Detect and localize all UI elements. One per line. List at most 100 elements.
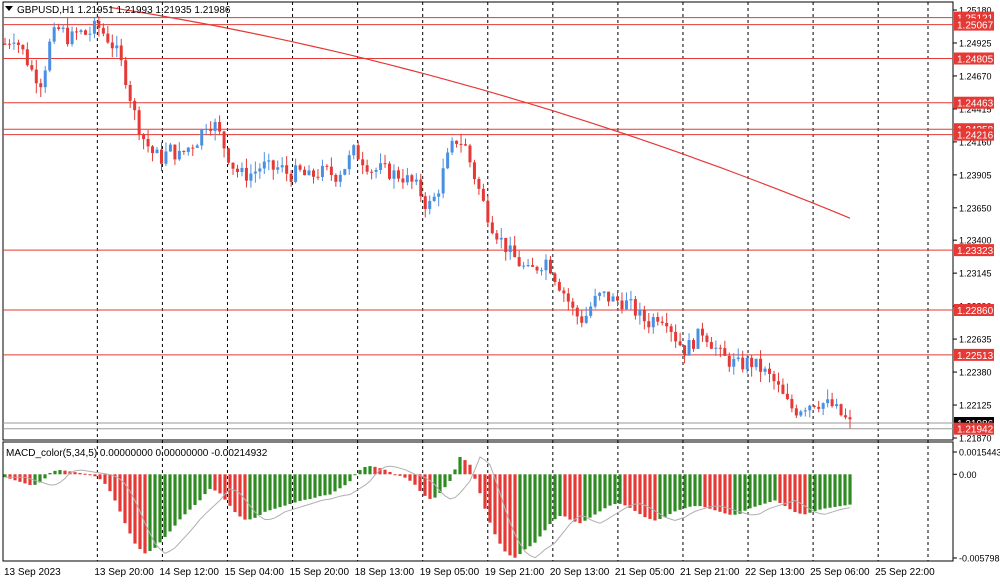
candle-body: [495, 233, 499, 240]
macd-bar: [753, 474, 757, 507]
macd-bar: [643, 474, 647, 518]
time-tick-label: 14 Sep 12:00: [159, 567, 219, 578]
macd-bar: [243, 474, 247, 520]
macd-bar: [403, 474, 407, 478]
candle-body: [222, 131, 226, 149]
macd-bar: [183, 474, 187, 515]
candle-body: [352, 145, 356, 156]
price-level-tag: [954, 422, 994, 435]
candle-body: [186, 147, 190, 152]
candle-body: [392, 170, 396, 179]
candle-body: [736, 357, 740, 360]
macd-bar: [768, 474, 772, 503]
candle-body: [464, 144, 468, 146]
macd-bar: [548, 474, 552, 525]
candle-body: [718, 347, 722, 349]
macd-bar: [133, 474, 137, 544]
candle-body: [714, 347, 718, 349]
macd-bar: [763, 474, 767, 504]
candle-body: [683, 345, 687, 356]
macd-bar: [568, 474, 572, 520]
candle-body: [173, 144, 177, 160]
macd-bar: [608, 474, 612, 506]
candle-body: [616, 296, 620, 301]
candle-body: [396, 170, 400, 179]
macd-bar: [698, 474, 702, 507]
macd-bar: [618, 474, 622, 504]
macd-bar: [438, 474, 442, 493]
macd-bar: [588, 474, 592, 518]
candle-body: [218, 122, 222, 132]
macd-bar: [343, 474, 347, 486]
macd-bar: [783, 474, 787, 507]
candle-body: [289, 173, 293, 182]
candle-body: [602, 291, 606, 293]
candle-body: [531, 265, 535, 267]
macd-bar: [713, 474, 717, 511]
macd-bar: [683, 474, 687, 509]
candle-body: [848, 417, 852, 420]
macd-bar: [503, 474, 507, 552]
macd-signal-line: [5, 456, 851, 559]
candle-body: [110, 42, 114, 49]
macd-axis: 0.0015443 0.00 -0.0057983: [953, 448, 1000, 564]
candle-body: [276, 167, 280, 170]
candle-body: [235, 168, 239, 173]
macd-bar: [518, 474, 522, 555]
candle-body: [253, 171, 257, 174]
macd-bar: [148, 474, 152, 552]
macd-bar: [323, 474, 327, 496]
macd-bar: [538, 474, 542, 537]
candle-body: [410, 175, 414, 182]
candle-body: [182, 150, 186, 152]
candle-body: [151, 146, 155, 154]
dropdown-triangle-icon[interactable]: [5, 6, 13, 11]
macd-bar: [613, 474, 617, 505]
candle-body: [159, 149, 163, 164]
candle-body: [553, 273, 557, 283]
candle-body: [249, 173, 253, 181]
macd-bar: [603, 474, 607, 509]
candle-body: [405, 175, 409, 183]
candle-body: [70, 31, 74, 45]
macd-bar: [593, 474, 597, 515]
candle-body: [48, 41, 52, 71]
candle-body: [155, 149, 159, 154]
candle-body: [817, 406, 821, 409]
candle-body: [593, 295, 597, 307]
candle-body: [826, 399, 830, 404]
price-level-tag: [954, 348, 994, 361]
candle-body: [723, 348, 727, 356]
candle-body: [374, 169, 378, 172]
moving-average-path: [109, 6, 851, 219]
candle-body: [803, 410, 807, 412]
candle-body: [589, 306, 593, 316]
candle-body: [356, 145, 360, 160]
price-level-tag-text: 1.22513: [957, 351, 994, 362]
macd-bar: [508, 474, 512, 556]
symbol-header[interactable]: GBPUSD,H1 1.21951 1.21993 1.21935 1.2198…: [5, 5, 231, 16]
price-level-tag: [954, 303, 994, 316]
macd-bar: [428, 474, 432, 499]
candle-body: [785, 393, 789, 400]
macd-bar: [623, 474, 627, 506]
candle-body: [799, 411, 803, 416]
macd-bar: [638, 474, 642, 515]
candle-body: [213, 122, 217, 131]
macd-bar: [143, 474, 147, 554]
candle-body: [754, 358, 758, 368]
horizontal-levels[interactable]: [3, 17, 953, 430]
macd-bar: [758, 474, 762, 506]
candle-body: [835, 404, 839, 407]
candle-body: [772, 373, 776, 382]
candle-body: [244, 167, 248, 181]
price-tick-label: 1.23400: [959, 236, 992, 246]
candle-body: [763, 368, 767, 372]
candle-body: [419, 179, 423, 197]
macd-bar: [43, 474, 47, 479]
candle-body: [262, 161, 266, 169]
macd-bar: [313, 474, 317, 498]
candle-body: [732, 359, 736, 367]
candle-body: [52, 27, 56, 42]
